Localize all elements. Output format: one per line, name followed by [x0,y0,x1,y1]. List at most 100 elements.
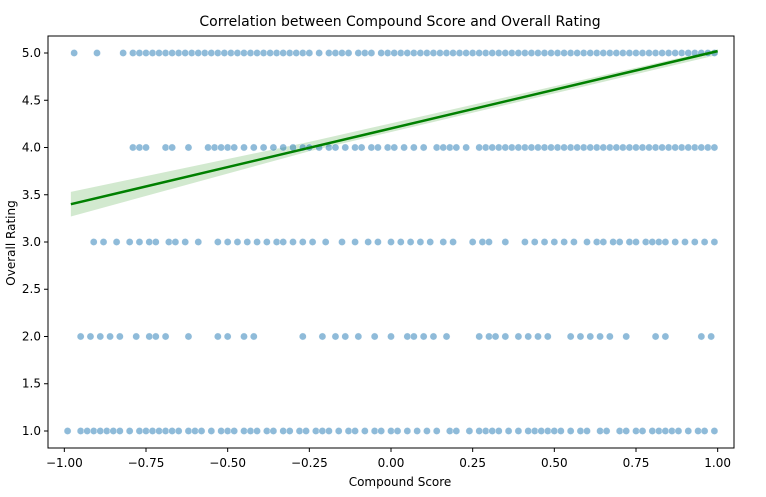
data-point [619,49,627,57]
data-point [76,332,85,341]
data-point [671,238,680,246]
data-point [246,427,255,435]
y-tick-label: 3.5 [22,188,41,202]
data-point [410,49,418,57]
data-point [253,427,261,435]
data-point [468,238,477,246]
data-point [240,427,248,435]
data-point [197,427,206,435]
data-point [586,332,595,341]
data-point [622,332,631,341]
data-point [181,49,189,57]
data-point [481,143,490,152]
data-point [609,238,617,246]
y-axis: 1.0 1.5 2.0 2.5 3.0 3.5 4.0 4.5 5.0 [22,46,48,438]
data-point [681,238,689,246]
data-point [263,427,271,435]
data-point [171,238,180,246]
data-point [403,427,412,435]
data-point [338,238,346,246]
data-point [246,49,255,57]
data-point [272,49,281,57]
data-point [599,49,608,57]
data-point [648,238,657,246]
data-point [165,238,173,246]
data-point [155,427,163,435]
data-point [606,332,614,341]
data-point [361,427,369,435]
data-point [638,427,647,435]
data-point [135,143,144,152]
data-point [351,143,359,152]
data-point [217,427,225,435]
data-point [279,143,288,152]
data-point [501,143,510,152]
data-point [344,49,353,57]
data-point [671,49,680,57]
data-point [390,49,399,57]
data-point [625,238,634,246]
data-point [599,143,608,152]
data-point [521,49,529,57]
data-point [468,49,477,57]
data-point [544,332,552,341]
data-point [638,49,647,57]
data-point [413,427,421,435]
data-point [697,143,706,152]
data-point [557,427,565,435]
data-point [285,427,294,435]
data-point [403,332,412,341]
data-point [396,49,405,57]
data-point [129,49,137,57]
data-point [684,143,693,152]
data-point [312,427,320,435]
data-point [632,238,640,246]
data-point [367,49,376,57]
data-point [364,238,372,246]
data-point [151,332,160,341]
data-point [370,427,379,435]
data-point [504,427,513,435]
data-point [677,49,686,57]
data-point [151,238,160,246]
data-point [89,238,98,246]
data-point [145,238,154,246]
data-point [677,143,686,152]
data-point [566,49,575,57]
confidence-band [70,49,718,217]
data-point [400,143,408,152]
data-point [566,427,575,435]
data-point [63,427,72,435]
x-axis-label: Compound Score [349,475,452,489]
data-point [374,143,382,152]
data-point [661,427,670,435]
data-point [691,143,699,152]
data-point [93,49,101,57]
data-point [481,49,490,57]
data-point [318,427,327,435]
data-point [223,427,232,435]
data-point [547,143,555,152]
data-point [599,238,608,246]
data-point [710,238,719,246]
data-point [370,332,379,341]
data-point [259,49,268,57]
data-point [625,143,634,152]
data-point [671,143,680,152]
data-point [560,238,568,246]
data-point [161,332,170,341]
data-point [308,238,317,246]
data-point [351,238,359,246]
data-point [710,427,719,435]
y-tick-label: 5.0 [22,46,41,60]
data-point [668,427,676,435]
y-tick-label: 1.0 [22,424,41,438]
data-point [145,332,154,341]
data-point [89,427,98,435]
data-point [612,143,621,152]
data-point [210,143,219,152]
data-point [161,143,170,152]
x-tick-label: 1.00 [704,456,731,470]
data-point [449,238,457,246]
